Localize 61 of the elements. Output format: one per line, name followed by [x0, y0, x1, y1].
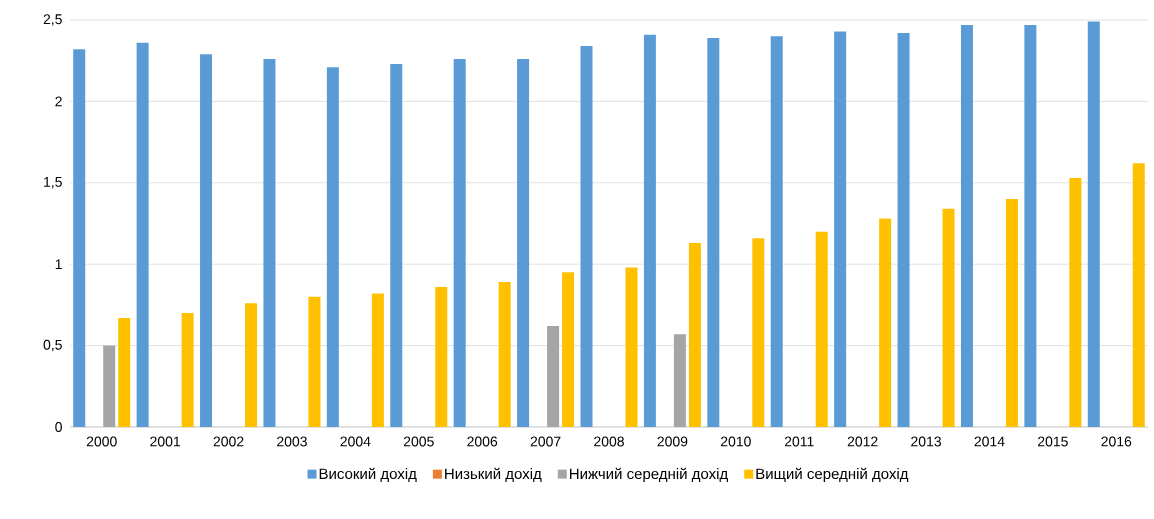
bar — [263, 59, 276, 427]
y-tick-label: 1 — [55, 259, 62, 270]
bar — [897, 33, 910, 427]
x-tick-label: 2005 — [403, 436, 434, 447]
x-tick-label: 2003 — [277, 436, 307, 447]
bar — [1005, 199, 1018, 427]
bar — [181, 313, 194, 427]
y-tick-label: 2,5 — [43, 14, 62, 26]
y-tick-label: 1,5 — [44, 177, 62, 189]
y-tick-label: 2 — [55, 96, 62, 107]
bar — [453, 59, 466, 427]
x-tick-label: 2002 — [213, 436, 244, 447]
bar — [562, 272, 575, 427]
legend-label: Нижчий середній дохід — [570, 467, 728, 483]
bar — [498, 282, 511, 427]
bar — [580, 46, 593, 427]
bar — [942, 208, 955, 427]
x-tick-label: 2006 — [467, 436, 498, 447]
x-tick-label: 2000 — [86, 436, 117, 447]
x-tick-label: 2015 — [1038, 436, 1068, 447]
x-tick-label: 2004 — [340, 436, 371, 447]
bar — [1069, 177, 1082, 427]
x-tick-label: 2010 — [720, 436, 751, 447]
x-tick-label: 2008 — [594, 436, 624, 447]
bar — [834, 31, 847, 427]
legend-label: Високий дохід — [319, 467, 417, 482]
bar — [435, 286, 448, 427]
bar — [770, 36, 783, 427]
bar — [643, 34, 656, 427]
x-tick-label: 2016 — [1101, 436, 1132, 447]
bar — [326, 67, 339, 427]
bar — [136, 42, 149, 427]
legend-label: Вищий середній дохід — [756, 467, 909, 483]
bar — [118, 317, 131, 427]
bar — [625, 267, 638, 427]
bar — [879, 218, 892, 427]
bar — [1087, 21, 1100, 427]
x-tick-label: 2011 — [784, 436, 814, 447]
x-tick-label: 2001 — [150, 436, 181, 447]
x-tick-label: 2009 — [657, 436, 688, 447]
bar — [1132, 163, 1145, 427]
bar — [752, 238, 765, 427]
bar — [960, 24, 973, 427]
bar — [371, 293, 384, 427]
y-tick-label: 0,5 — [43, 339, 62, 352]
x-tick-label: 2014 — [974, 436, 1005, 447]
x-tick-label: 2007 — [530, 436, 561, 447]
y-tick-label: 0 — [55, 422, 62, 432]
bar — [688, 243, 701, 427]
bar — [390, 63, 403, 427]
bar — [200, 54, 213, 427]
x-tick-label: 2013 — [911, 436, 941, 447]
bar — [245, 303, 258, 427]
bar — [707, 37, 720, 427]
x-tick-label: 2012 — [847, 436, 878, 447]
bar — [815, 231, 828, 427]
legend-label: Низький дохід — [445, 467, 542, 482]
bar — [1024, 24, 1037, 427]
bar — [517, 59, 530, 427]
bar — [308, 296, 321, 427]
bar — [73, 49, 86, 427]
